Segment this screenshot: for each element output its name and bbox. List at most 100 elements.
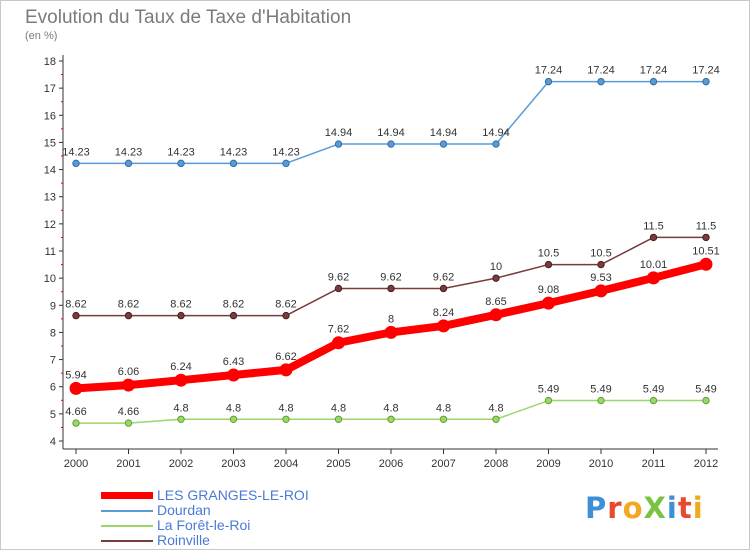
data-label-3: 9.62 xyxy=(433,271,454,283)
chart-title: Evolution du Taux de Taxe d'Habitation xyxy=(25,7,352,28)
data-label-1: 14.23 xyxy=(272,146,300,158)
data-label-3: 8.62 xyxy=(170,299,191,311)
logo-letter: X xyxy=(643,491,667,525)
data-label-1: 14.94 xyxy=(325,127,353,139)
legend-swatch-roinville xyxy=(101,540,153,542)
y-tick-label: 17 xyxy=(44,83,56,95)
y-tick-label: 8 xyxy=(50,327,56,339)
data-label-2: 5.49 xyxy=(590,384,611,396)
data-point-0 xyxy=(647,271,660,285)
data-label-0: 5.94 xyxy=(65,369,86,381)
data-label-2: 4.8 xyxy=(278,402,293,414)
data-point-0 xyxy=(437,319,450,333)
data-label-3: 9.62 xyxy=(380,271,401,283)
data-label-2: 4.66 xyxy=(118,406,139,418)
data-point-3 xyxy=(177,311,185,320)
data-point-0 xyxy=(594,284,608,298)
x-tick-label: 2005 xyxy=(326,458,350,470)
data-label-0: 10.51 xyxy=(692,245,720,257)
data-point-3 xyxy=(439,284,448,293)
data-point-0 xyxy=(489,308,503,322)
data-label-2: 5.49 xyxy=(695,384,716,396)
data-point-0 xyxy=(227,368,240,382)
data-point-2 xyxy=(544,396,553,405)
data-point-3 xyxy=(492,274,500,282)
data-point-2 xyxy=(282,415,290,423)
y-tick-label: 14 xyxy=(44,165,56,177)
data-label-0: 6.06 xyxy=(118,366,139,378)
x-tick-label: 2003 xyxy=(221,458,245,470)
data-point-3 xyxy=(702,233,710,242)
data-point-2 xyxy=(439,415,448,423)
data-label-0: 7.62 xyxy=(328,324,349,336)
data-label-2: 4.8 xyxy=(331,402,346,414)
data-label-3: 8.62 xyxy=(223,299,244,311)
data-label-0: 8 xyxy=(388,313,394,325)
data-point-1 xyxy=(597,77,605,86)
data-label-2: 5.49 xyxy=(538,384,559,396)
data-label-0: 9.08 xyxy=(538,284,559,296)
data-label-3: 8.62 xyxy=(118,299,139,311)
data-label-3: 11.5 xyxy=(643,220,664,232)
chart-subtitle: (en %) xyxy=(25,30,58,42)
data-point-3 xyxy=(124,311,133,320)
x-tick-label: 2010 xyxy=(589,458,613,470)
y-tick-label: 5 xyxy=(50,409,56,421)
legend-swatch-foret xyxy=(101,525,153,527)
data-point-3 xyxy=(387,284,395,293)
data-point-1 xyxy=(439,140,448,148)
data-label-2: 4.8 xyxy=(226,402,241,414)
data-point-2 xyxy=(177,415,185,423)
y-tick-label: 11 xyxy=(45,246,56,258)
x-tick-label: 2001 xyxy=(116,458,140,470)
data-label-3: 11.5 xyxy=(696,220,717,232)
chart-axes: 4 5 6 7 8 9 10 11 12 13 14 15 16 17 18 2000 2001 2002 2003… xyxy=(44,55,718,470)
data-label-1: 17.24 xyxy=(640,65,668,77)
data-point-3 xyxy=(597,260,605,269)
x-tick-label: 2012 xyxy=(694,458,718,470)
data-point-1 xyxy=(282,159,290,168)
data-label-3: 8.62 xyxy=(65,299,86,311)
legend-swatch-dourdan xyxy=(101,510,153,512)
y-tick-label: 12 xyxy=(44,219,56,231)
proxiti-logo: ProXiti xyxy=(585,491,704,525)
x-tick-label: 2006 xyxy=(379,458,403,470)
data-point-1 xyxy=(649,77,658,86)
logo-letter: o xyxy=(622,491,644,525)
data-point-2 xyxy=(702,396,710,405)
logo-letter: i xyxy=(692,491,704,525)
data-point-1 xyxy=(72,159,80,168)
data-point-3 xyxy=(72,311,80,320)
legend-label-roinville: Roinville xyxy=(157,532,210,548)
chart-data-labels: 4.66 4.66 4.8 4.8 4.8 4.8 4.8 4.8 4.8 5.49 5.49 5.4… xyxy=(62,65,720,418)
y-tick-label: 16 xyxy=(44,110,56,122)
data-point-0 xyxy=(332,336,345,350)
logo-letter: r xyxy=(607,491,623,525)
data-point-1 xyxy=(334,140,343,148)
x-tick-label: 2009 xyxy=(536,458,560,470)
legend-label-dourdan: Dourdan xyxy=(157,502,211,518)
data-point-1 xyxy=(124,159,133,168)
data-point-3 xyxy=(649,233,658,242)
x-tick-label: 2011 xyxy=(642,458,666,470)
data-point-0 xyxy=(279,363,293,377)
y-tick-label: 13 xyxy=(44,192,56,204)
data-label-3: 9.62 xyxy=(328,271,349,283)
data-point-0 xyxy=(69,381,83,395)
data-label-0: 8.65 xyxy=(485,296,506,308)
data-label-2: 4.8 xyxy=(173,402,188,414)
y-tick-label: 6 xyxy=(50,382,56,394)
data-label-3: 10 xyxy=(490,261,502,273)
data-label-3: 10.5 xyxy=(590,248,611,260)
data-label-1: 17.24 xyxy=(587,65,615,77)
data-label-1: 14.94 xyxy=(430,127,458,139)
data-point-2 xyxy=(124,419,133,427)
data-label-1: 17.24 xyxy=(535,65,563,77)
y-tick-label: 15 xyxy=(44,137,56,149)
data-label-2: 5.49 xyxy=(643,384,664,396)
x-tick-label: 2007 xyxy=(431,458,455,470)
x-tick-label: 2004 xyxy=(274,458,298,470)
data-point-3 xyxy=(334,284,343,293)
logo-letter: P xyxy=(585,491,608,525)
